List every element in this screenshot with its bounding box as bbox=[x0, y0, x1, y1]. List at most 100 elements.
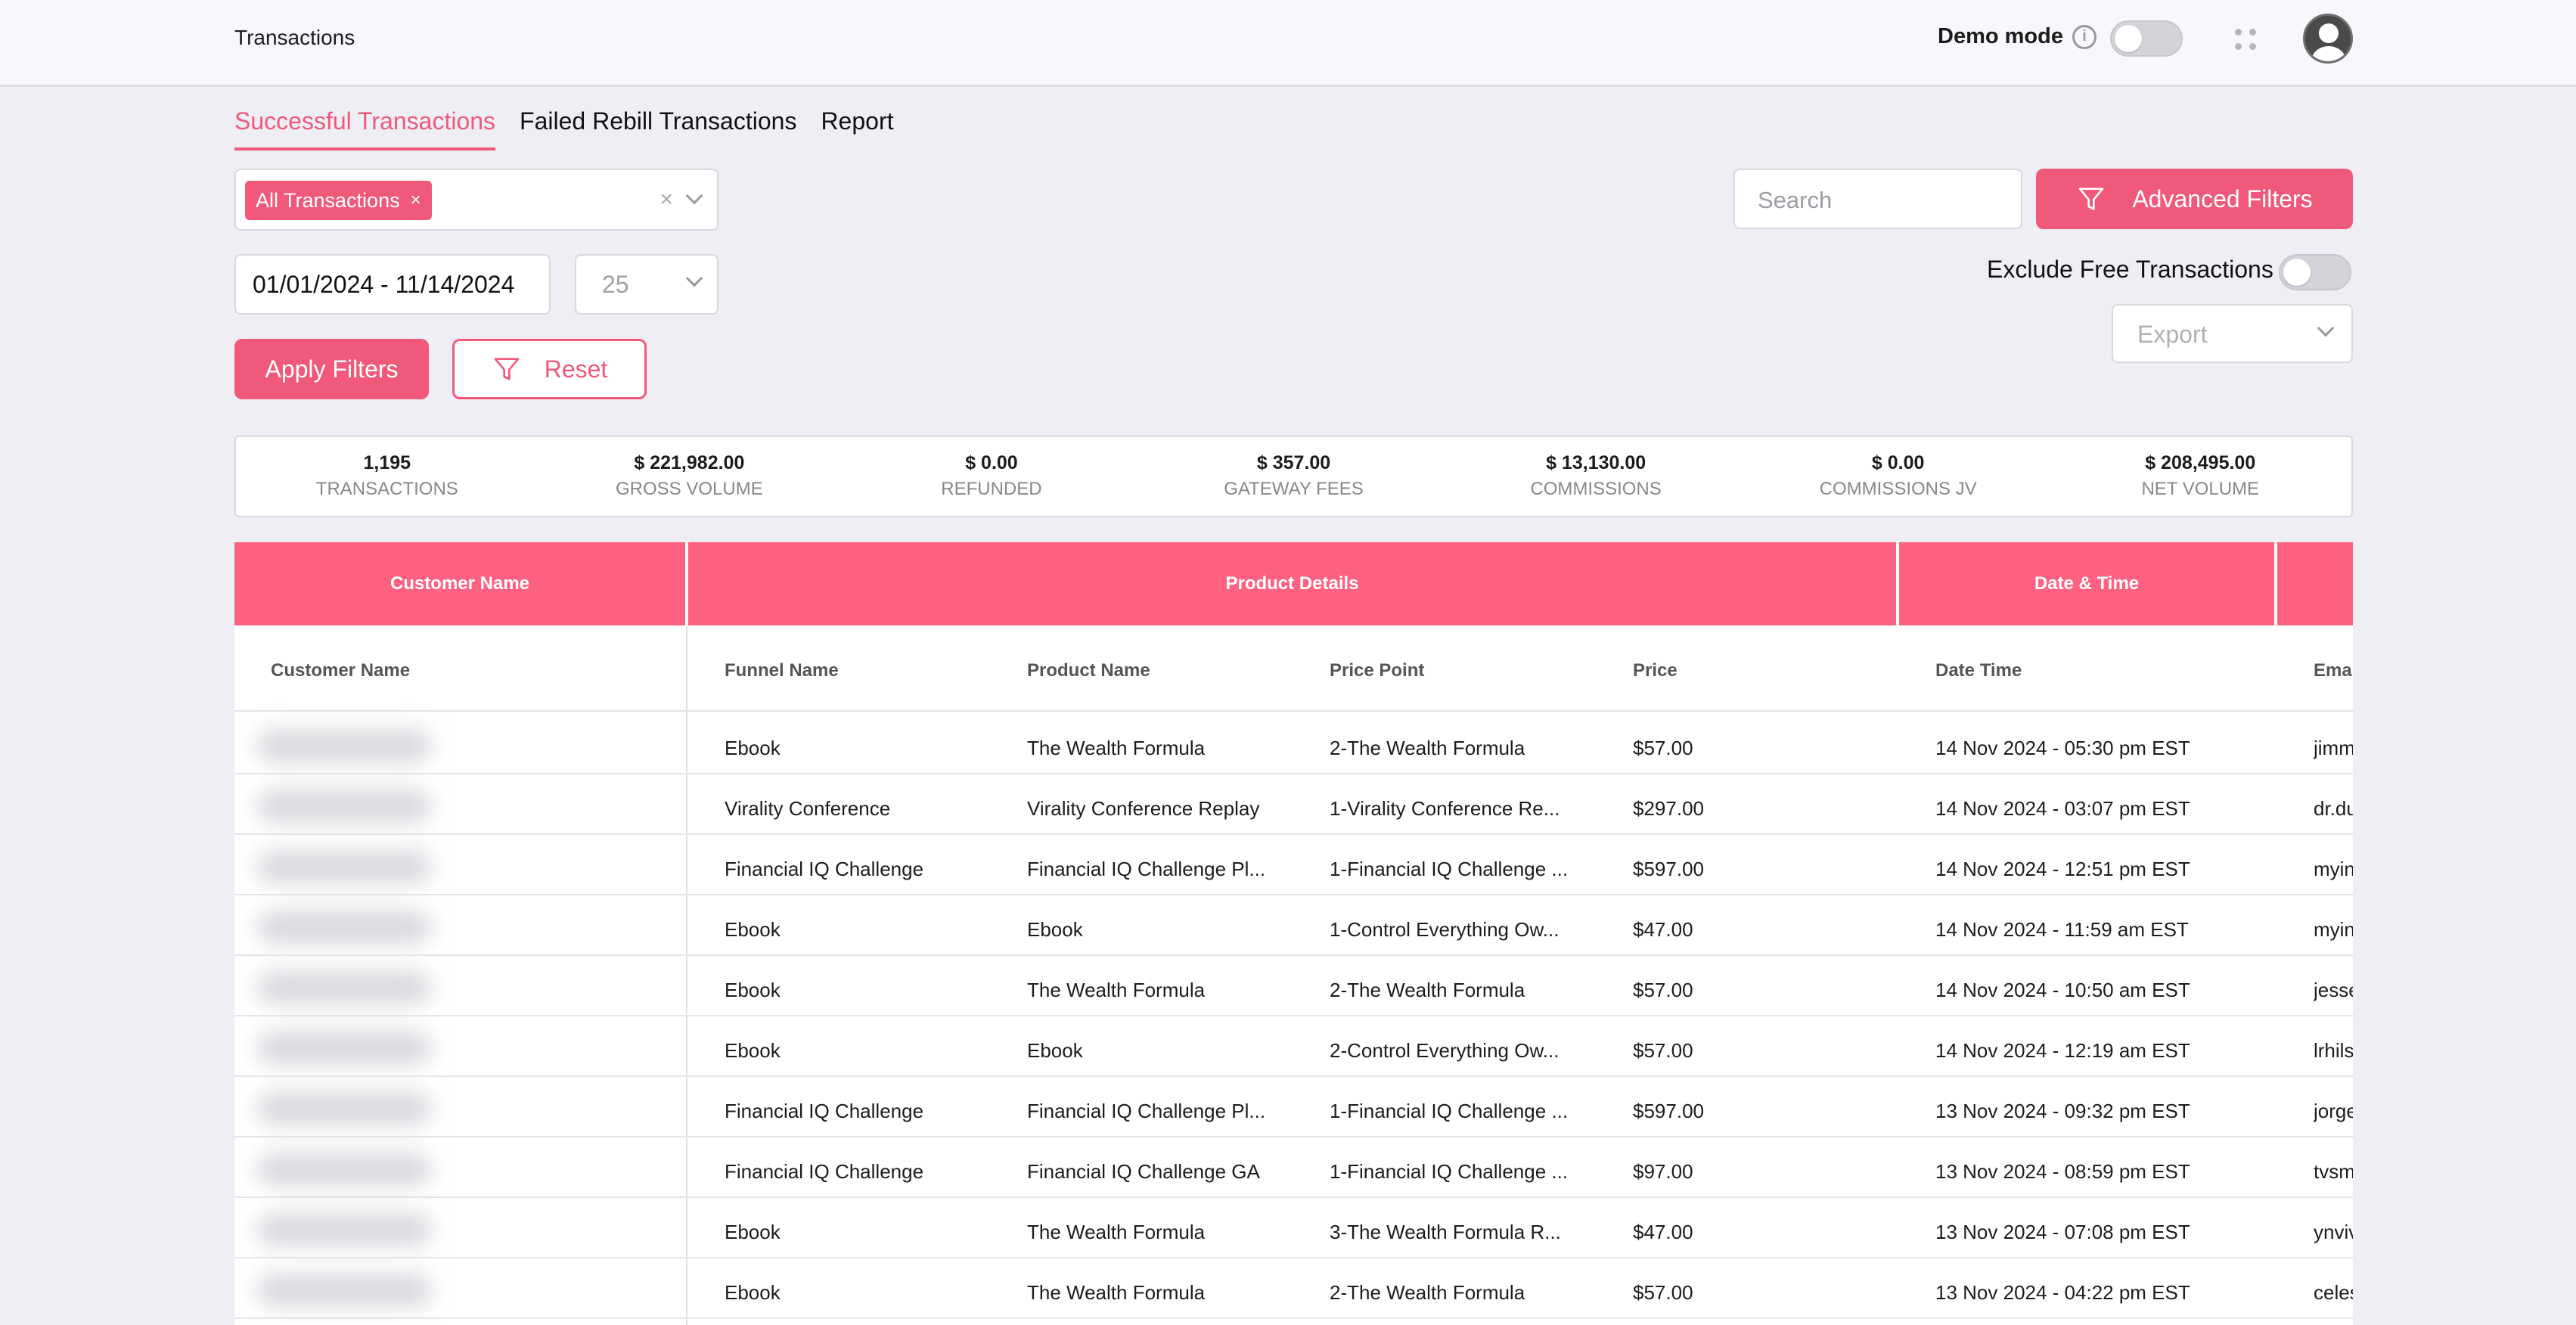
cell-price-point: 2-The Wealth Formula bbox=[1330, 1281, 1525, 1304]
search-input[interactable]: Search bbox=[1733, 169, 2022, 229]
cell-email: lrhils bbox=[2314, 1039, 2353, 1062]
exclude-free-toggle[interactable] bbox=[2279, 254, 2351, 290]
col-funnel-name[interactable]: Funnel Name bbox=[725, 660, 839, 681]
apply-filters-button[interactable]: Apply Filters bbox=[234, 339, 429, 399]
col-customer-name[interactable]: Customer Name bbox=[271, 660, 411, 681]
clear-icon[interactable]: × bbox=[660, 187, 673, 212]
cell-price: $57.00 bbox=[1633, 1281, 1693, 1304]
cell-funnel: Ebook bbox=[725, 1039, 781, 1062]
cell-datetime: 14 Nov 2024 - 05:30 pm EST bbox=[1935, 737, 2190, 759]
stat-commissions-jv: $ 0.00 Commissions JV bbox=[1819, 452, 1977, 499]
tab-report[interactable]: Report bbox=[821, 107, 894, 135]
stat-refunded: $ 0.00 Refunded bbox=[941, 452, 1042, 499]
cell-datetime: 14 Nov 2024 - 12:51 pm EST bbox=[1935, 858, 2190, 880]
transaction-type-select[interactable]: All Transactions × × bbox=[234, 169, 718, 231]
col-price[interactable]: Price bbox=[1633, 660, 1678, 681]
group-header-extra bbox=[2277, 542, 2353, 625]
cell-datetime: 13 Nov 2024 - 07:08 pm EST bbox=[1935, 1221, 2190, 1243]
table-row[interactable]: Virality Conference Virality Conference R… bbox=[234, 774, 2353, 835]
cell-funnel: Financial IQ Challenge bbox=[725, 858, 924, 880]
cell-email: jimm bbox=[2314, 737, 2353, 759]
cell-email: dr.du bbox=[2314, 797, 2353, 820]
customer-name-redacted bbox=[257, 1274, 431, 1307]
cell-funnel: Virality Conference bbox=[725, 797, 891, 820]
per-page-select[interactable]: 25 bbox=[575, 254, 718, 315]
customer-name-redacted bbox=[257, 1213, 431, 1246]
col-price-point[interactable]: Price Point bbox=[1330, 660, 1425, 681]
info-icon[interactable]: i bbox=[2072, 24, 2096, 49]
export-placeholder: Export bbox=[2137, 321, 2208, 348]
cell-datetime: 14 Nov 2024 - 11:59 am EST bbox=[1935, 918, 2189, 941]
cell-email: celes bbox=[2314, 1281, 2353, 1304]
customer-name-redacted bbox=[257, 971, 431, 1004]
cell-product: Ebook bbox=[1027, 918, 1083, 941]
cell-product: The Wealth Formula bbox=[1027, 737, 1206, 759]
cell-datetime: 14 Nov 2024 - 03:07 pm EST bbox=[1935, 797, 2190, 820]
customer-name-redacted bbox=[257, 790, 431, 823]
funnel-icon bbox=[494, 358, 520, 380]
chevron-down-icon[interactable] bbox=[685, 187, 703, 205]
group-header-datetime: Date & Time bbox=[1899, 542, 2277, 625]
col-date-time[interactable]: Date Time bbox=[1935, 660, 2022, 681]
stat-commissions: $ 13,130.00 Commissions bbox=[1530, 452, 1662, 499]
table-row[interactable]: Ebook Ebook 1-Control Everything Ow... $47.… bbox=[234, 895, 2353, 956]
stat-net-volume: $ 208,495.00 Net Volume bbox=[2141, 452, 2260, 499]
chip-remove-icon[interactable]: × bbox=[410, 190, 421, 210]
customer-name-redacted bbox=[257, 1092, 431, 1125]
cell-datetime: 13 Nov 2024 - 04:22 pm EST bbox=[1935, 1281, 2190, 1304]
date-range-input[interactable]: 01/01/2024 - 11/14/2024 bbox=[234, 254, 551, 315]
demo-mode-toggle[interactable] bbox=[2110, 20, 2183, 57]
cell-datetime: 14 Nov 2024 - 12:19 am EST bbox=[1935, 1039, 2190, 1062]
top-header: Transactions Demo mode i bbox=[0, 0, 2576, 87]
demo-mode-label: Demo mode bbox=[1938, 24, 2063, 48]
cell-price: $47.00 bbox=[1633, 918, 1693, 941]
export-select[interactable]: Export bbox=[2112, 304, 2353, 363]
table-row[interactable]: Ebook The Wealth Formula 3-The Wealth Form… bbox=[234, 1198, 2353, 1258]
cell-price: $97.00 bbox=[1633, 1160, 1693, 1183]
reset-label: Reset bbox=[544, 355, 608, 383]
table-row[interactable]: Financial IQ Challenge Financial IQ Chall… bbox=[234, 1137, 2353, 1198]
cell-funnel: Ebook bbox=[725, 1281, 781, 1304]
table-row[interactable]: Financial IQ Challenge Financial IQ Chall… bbox=[234, 835, 2353, 895]
cell-email: jesse bbox=[2314, 979, 2353, 1001]
cell-datetime: 14 Nov 2024 - 10:50 am EST bbox=[1935, 979, 2190, 1001]
cell-price: $597.00 bbox=[1633, 1100, 1704, 1122]
table-row[interactable]: Ebook The Wealth Formula 2-The Wealth Form… bbox=[234, 956, 2353, 1016]
cell-product: Ebook bbox=[1027, 1039, 1083, 1062]
cell-email: myin bbox=[2314, 858, 2353, 880]
customer-name-redacted bbox=[257, 1153, 431, 1186]
cell-product: The Wealth Formula bbox=[1027, 1281, 1206, 1304]
tab-successful-transactions[interactable]: Successful Transactions bbox=[234, 107, 496, 150]
col-email[interactable]: Emai bbox=[2314, 660, 2353, 681]
customer-name-redacted bbox=[257, 1032, 431, 1065]
table-row[interactable]: Ebook Ebook 2-Control Everything Ow... $57.… bbox=[234, 1016, 2353, 1077]
transaction-tabs: Successful Transactions Failed Rebill Tr… bbox=[234, 107, 893, 150]
reset-button[interactable]: Reset bbox=[452, 339, 647, 399]
group-header-customer: Customer Name bbox=[234, 542, 688, 625]
apps-grid-icon[interactable] bbox=[2235, 29, 2256, 50]
demo-mode: Demo mode i bbox=[1938, 24, 2096, 49]
cell-price-point: 1-Financial IQ Challenge ... bbox=[1330, 858, 1569, 880]
cell-product: Financial IQ Challenge GA bbox=[1027, 1160, 1260, 1183]
chevron-down-icon bbox=[685, 269, 703, 287]
table-row[interactable]: Financial IQ Challenge Financial IQ Chall… bbox=[234, 1077, 2353, 1137]
cell-price-point: 1-Financial IQ Challenge ... bbox=[1330, 1160, 1569, 1183]
stat-gateway-fees: $ 357.00 Gateway Fees bbox=[1224, 452, 1364, 499]
table-row[interactable]: Ebook The Wealth Formula 2-The Wealth Form… bbox=[234, 714, 2353, 774]
summary-stats: 1,195 Transactions $ 221,982.00 Gross Volu… bbox=[234, 436, 2353, 517]
advanced-filters-button[interactable]: Advanced Filters bbox=[2036, 169, 2353, 229]
col-product-name[interactable]: Product Name bbox=[1027, 660, 1150, 681]
tab-failed-rebill-transactions[interactable]: Failed Rebill Transactions bbox=[520, 107, 797, 135]
cell-datetime: 13 Nov 2024 - 08:59 pm EST bbox=[1935, 1160, 2190, 1183]
customer-name-redacted bbox=[257, 850, 431, 883]
cell-product: Financial IQ Challenge Pl... bbox=[1027, 858, 1266, 880]
cell-price: $597.00 bbox=[1633, 858, 1704, 880]
cell-funnel: Ebook bbox=[725, 918, 781, 941]
cell-product: The Wealth Formula bbox=[1027, 979, 1206, 1001]
cell-price-point: 1-Control Everything Ow... bbox=[1330, 918, 1560, 941]
table-row[interactable]: Ebook The Wealth Formula 2-The Wealth Form… bbox=[234, 1258, 2353, 1319]
user-avatar[interactable] bbox=[2303, 14, 2353, 64]
cell-price: $297.00 bbox=[1633, 797, 1704, 820]
column-headers: Customer Name Funnel Name Product Name P… bbox=[234, 625, 2353, 712]
cell-price-point: 2-The Wealth Formula bbox=[1330, 979, 1525, 1001]
